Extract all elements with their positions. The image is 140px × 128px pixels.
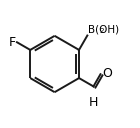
Text: $_2$: $_2$ [99,26,105,36]
Text: O: O [102,67,112,80]
Text: F: F [9,36,16,49]
Text: H: H [89,96,98,109]
Text: B(OH): B(OH) [88,25,119,35]
